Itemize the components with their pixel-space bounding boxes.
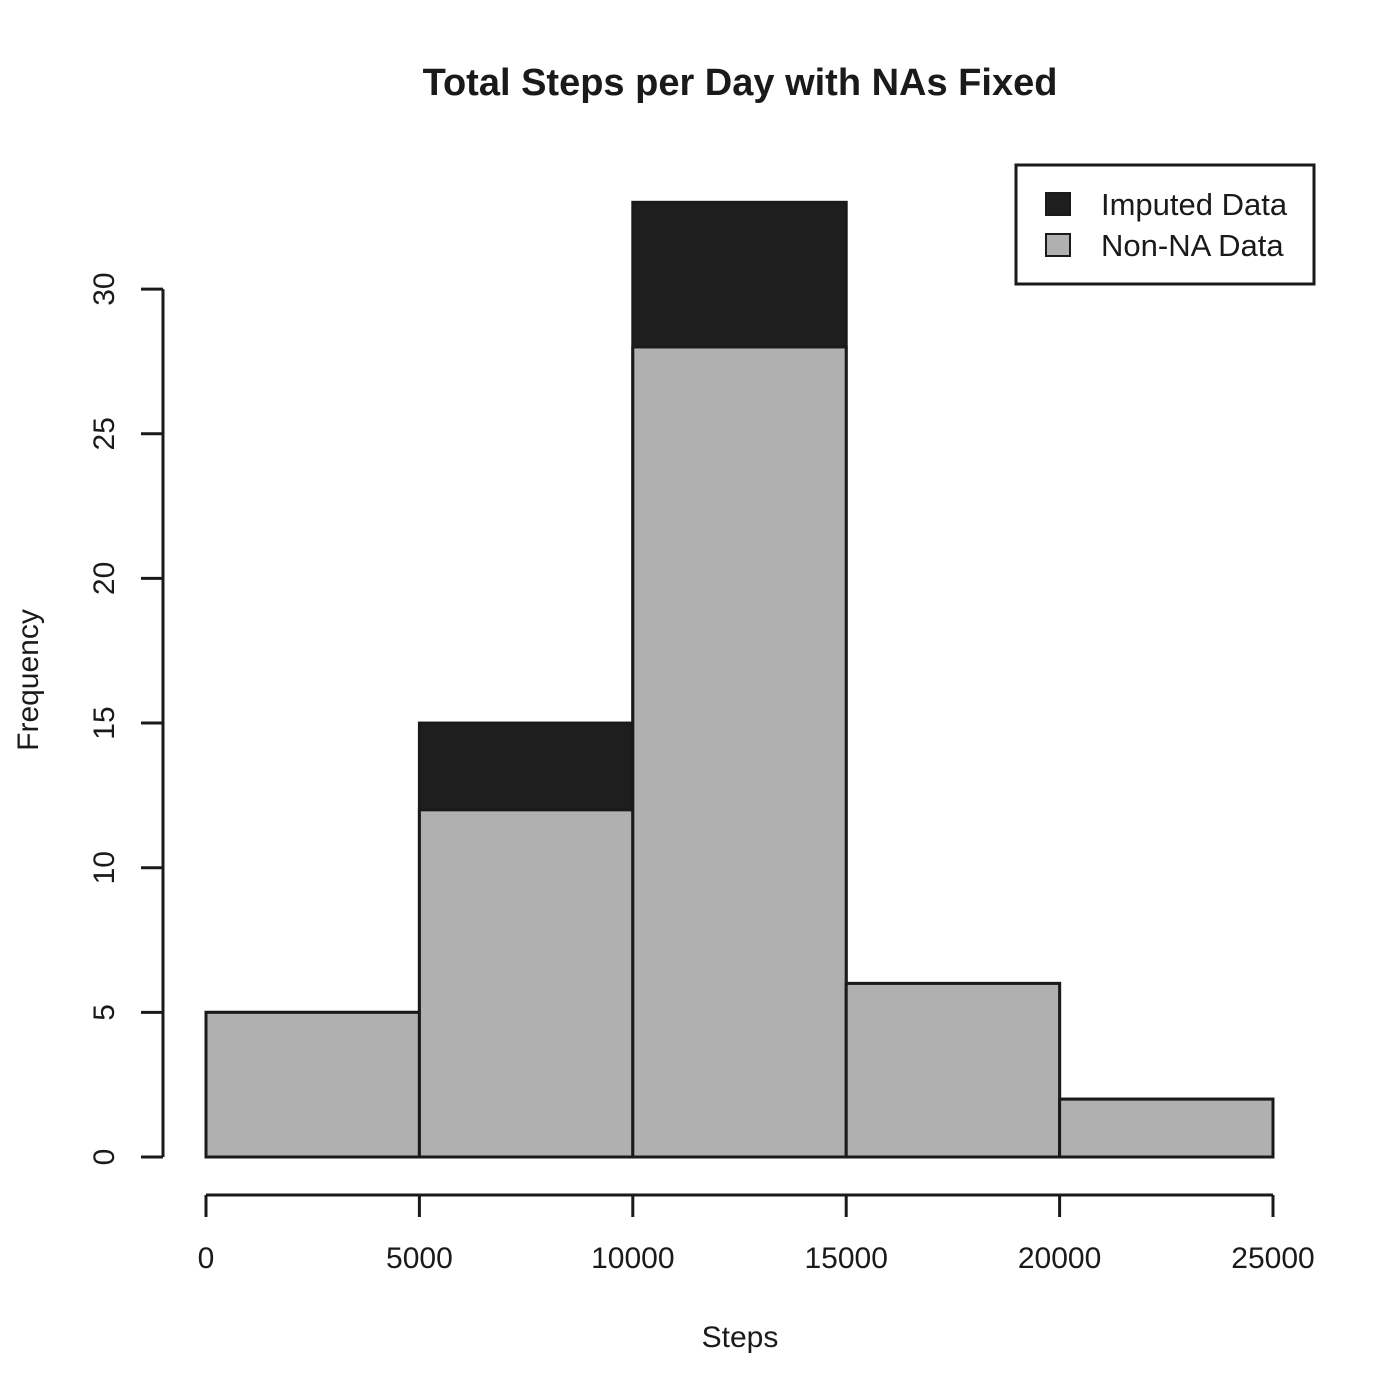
x-axis: 0 5000 10000 15000 20000 25000 [198,1193,1315,1275]
x-tick-label-3: 15000 [804,1242,887,1275]
y-tick-label-3: 15 [88,706,121,739]
bar-non-na-2 [631,345,848,1159]
bar-non-na-3 [844,981,1062,1159]
x-tick-label-4: 20000 [1018,1242,1101,1275]
chart-title: Total Steps per Day with NAs Fixed [423,62,1058,104]
y-tick-label-6: 30 [88,272,121,305]
x-tick-label-5: 25000 [1231,1242,1314,1275]
bars-group [204,200,1275,1159]
legend: Imputed Data Non-NA Data [1014,163,1316,286]
y-axis: 0 5 10 15 20 25 30 [88,272,165,1166]
bar-non-na-1 [417,808,635,1159]
y-tick-label-4: 20 [88,562,121,595]
legend-label-imputed: Imputed Data [1101,187,1288,222]
x-tick-label-0: 0 [198,1242,215,1275]
y-tick-label-5: 25 [88,417,121,450]
bar-non-na-0 [204,1010,421,1159]
legend-box [1014,163,1316,286]
y-axis-label: Frequency [12,609,45,751]
legend-swatch-imputed [1045,192,1071,216]
y-tick-label-1: 5 [88,1004,121,1021]
y-tick-label-0: 0 [88,1149,121,1166]
bar-non-na-4 [1058,1097,1275,1159]
x-tick-label-2: 10000 [591,1242,674,1275]
y-tick-label-2: 10 [88,851,121,884]
legend-label-non-na: Non-NA Data [1101,228,1284,263]
x-tick-label-1: 5000 [386,1242,453,1275]
x-axis-label: Steps [702,1321,779,1354]
legend-swatch-non-na [1045,233,1071,257]
